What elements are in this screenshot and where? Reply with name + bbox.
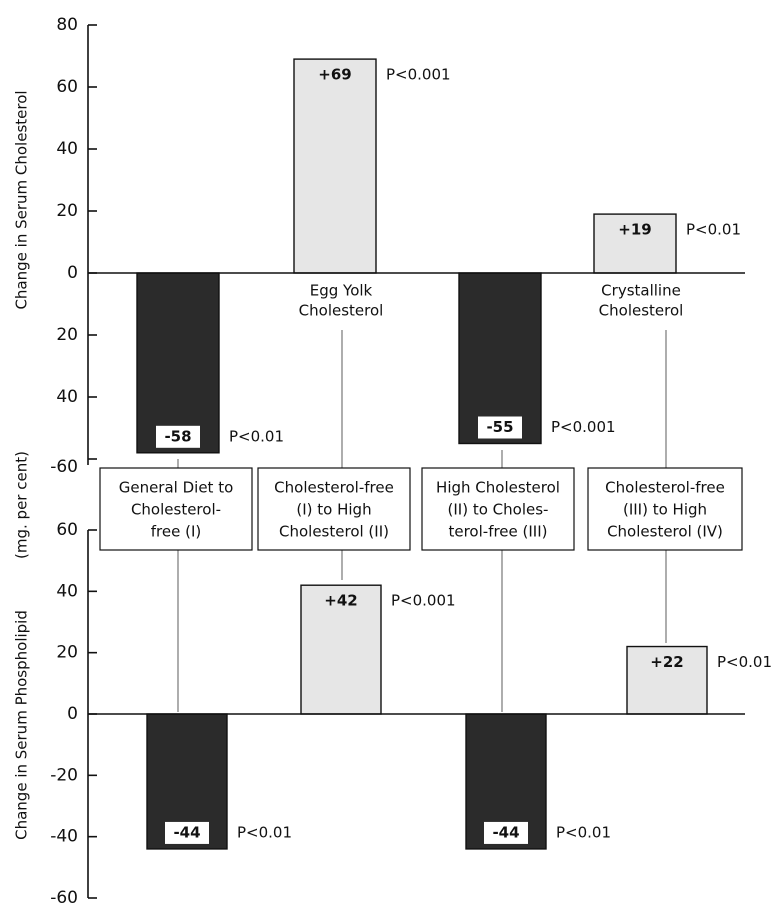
y-tick-label: 40 [56, 581, 78, 601]
bar [458, 272, 542, 445]
value-label: +69 [318, 66, 351, 84]
value-label: -55 [486, 418, 513, 436]
value-label: +42 [324, 592, 357, 610]
transition-label: Cholesterol-free [274, 479, 394, 497]
y-tick-label: 60 [56, 520, 78, 540]
y-tick-label: -60 [50, 888, 78, 908]
transition-box [421, 467, 575, 551]
value-label: -58 [164, 427, 191, 445]
value-label: -44 [173, 823, 200, 841]
transition-label: (II) to Choles- [448, 501, 549, 519]
transition-label: (III) to High [623, 501, 707, 519]
y-tick-label: 20 [56, 325, 78, 345]
bar-note: Cholesterol [299, 302, 384, 320]
value-label-bg [478, 416, 522, 439]
transition-label: High Cholesterol [436, 479, 560, 497]
transition-box [587, 467, 743, 551]
bar-note: Crystalline [601, 282, 681, 300]
bar-note: Cholesterol [599, 302, 684, 320]
y-tick-label: 40 [56, 139, 78, 159]
transition-box [257, 467, 411, 551]
y-tick-label: 20 [56, 201, 78, 221]
bar [626, 645, 708, 715]
significance-label: P<0.001 [386, 66, 451, 84]
transition-label: Cholesterol (II) [279, 523, 389, 541]
transition-label: Cholesterol-free [605, 479, 725, 497]
bar [293, 58, 377, 274]
y-axis-label: Change in Serum Cholesterol [13, 90, 31, 309]
value-label-bg [484, 821, 528, 844]
arrows [177, 330, 667, 712]
transition-label: Cholesterol (IV) [607, 523, 723, 541]
y-tick-label: 20 [56, 643, 78, 663]
value-label-bg [165, 821, 209, 844]
transition-label: Cholesterol- [131, 501, 221, 519]
significance-label: P<0.001 [391, 592, 456, 610]
transition-label: terol-free (III) [448, 523, 547, 541]
y-axis-unit: (mg. per cent) [13, 451, 31, 559]
significance-label: P<0.01 [717, 653, 772, 671]
value-label: +22 [650, 653, 683, 671]
y-tick-label: -20 [50, 765, 78, 785]
transition-label: General Diet to [119, 479, 234, 497]
value-label-bg [156, 425, 200, 448]
y-tick-label: -40 [50, 827, 78, 847]
value-label: -44 [492, 823, 519, 841]
bar [300, 584, 382, 715]
bar [136, 272, 220, 454]
y-tick-label: 60 [56, 77, 78, 97]
significance-label: P<0.001 [551, 418, 616, 436]
value-label: +19 [618, 221, 651, 239]
significance-label: P<0.01 [686, 221, 741, 239]
y-tick-label: -60 [50, 457, 78, 477]
bar-note: Egg Yolk [310, 282, 373, 300]
y-tick-label: 80 [56, 15, 78, 35]
significance-label: P<0.01 [229, 427, 284, 445]
transition-label: (I) to High [296, 501, 371, 519]
y-tick-label: 40 [56, 387, 78, 407]
significance-label: P<0.01 [237, 823, 292, 841]
transition-box [99, 467, 253, 551]
transition-label: free (I) [151, 523, 201, 541]
bar [593, 213, 677, 274]
y-axis-label: Change in Serum Phospholipid [13, 610, 31, 840]
y-tick-label: 0 [67, 263, 78, 283]
y-tick-label: 0 [67, 704, 78, 724]
significance-label: P<0.01 [556, 823, 611, 841]
